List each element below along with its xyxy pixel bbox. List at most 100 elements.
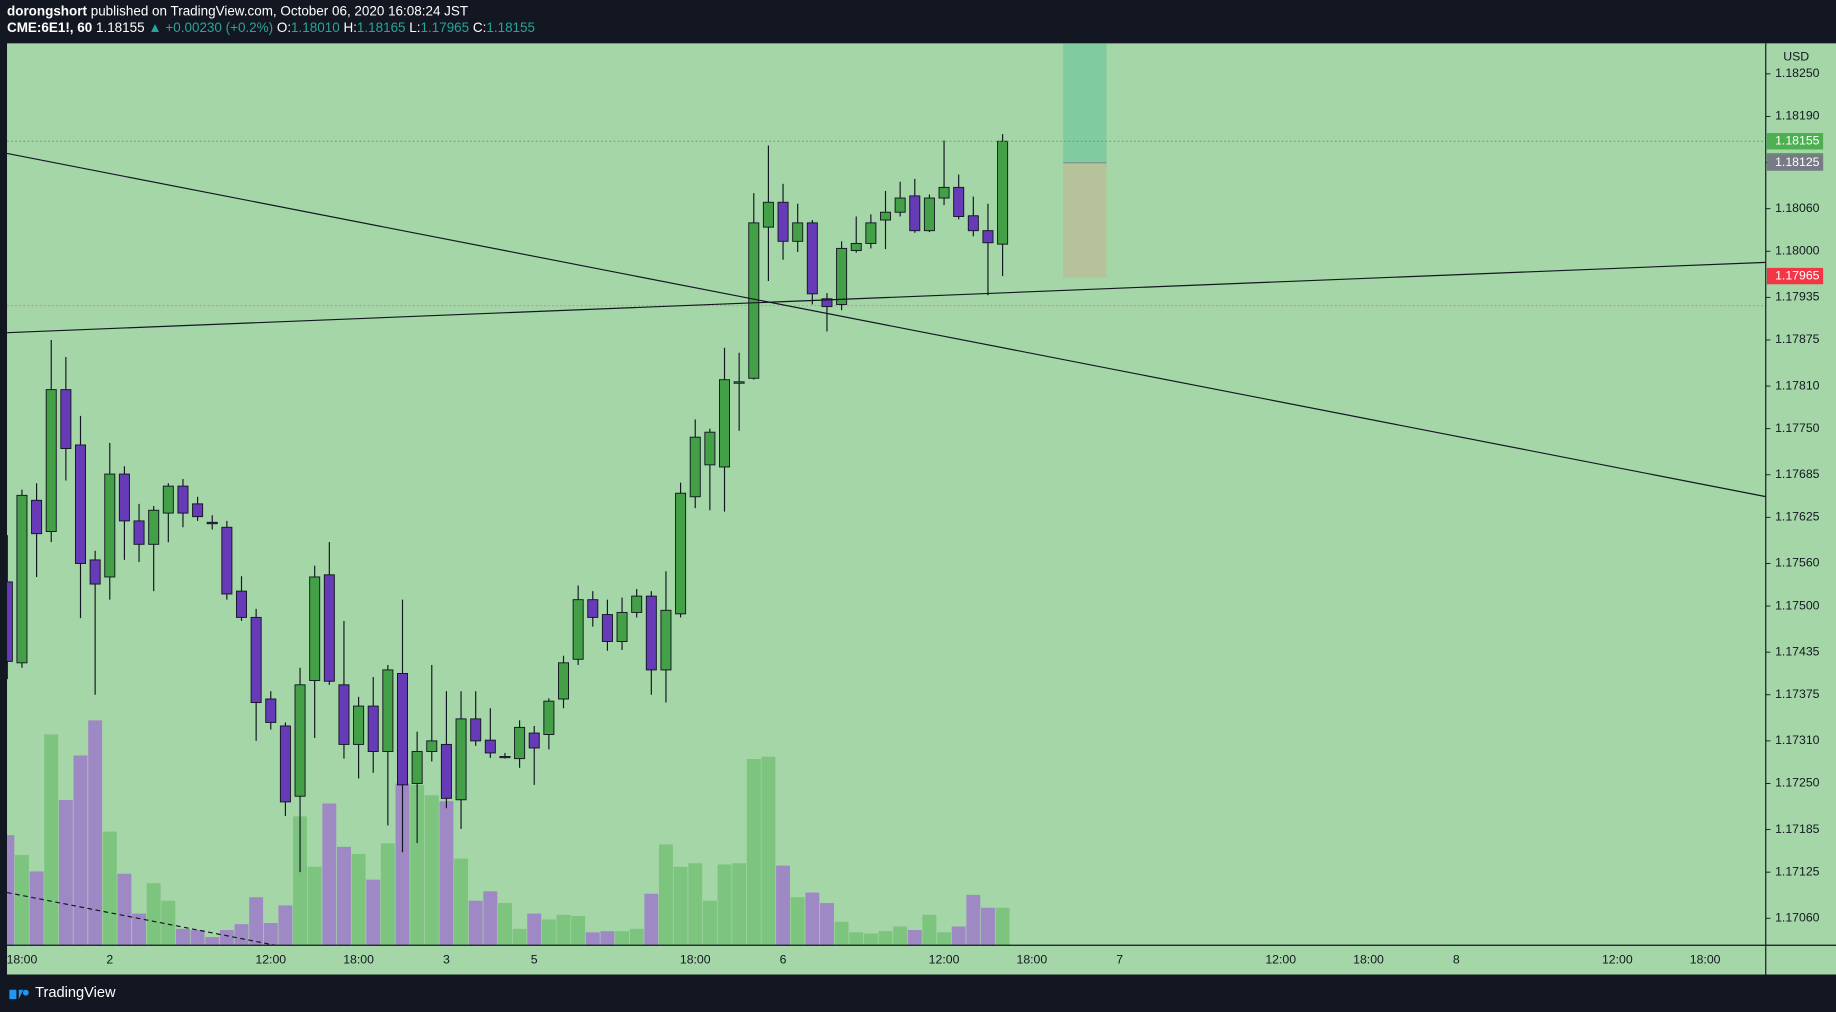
- plot: [7, 43, 1766, 946]
- y-tick-label: 1.17185: [1775, 822, 1820, 836]
- candle-body: [440, 743, 452, 799]
- candle-body: [719, 379, 731, 468]
- y-tick-label: 1.17310: [1775, 733, 1820, 747]
- volume-bar: [629, 928, 644, 946]
- x-tick-label: 18:00: [1017, 953, 1048, 967]
- candle-body: [558, 662, 570, 700]
- volume-bar: [644, 893, 659, 946]
- volume-bar: [658, 844, 673, 946]
- volume-bar: [468, 900, 483, 946]
- x-tick-label: 12:00: [255, 953, 286, 967]
- candle-body: [850, 242, 862, 252]
- candle-body: [206, 521, 218, 525]
- candle-body: [675, 492, 687, 615]
- volume-bar: [673, 866, 688, 946]
- volume-bar: [146, 883, 161, 946]
- volume-bar: [688, 863, 703, 946]
- candle-body: [148, 509, 160, 545]
- volume-bar: [249, 897, 264, 946]
- volume-bar: [819, 903, 834, 946]
- candle-body: [572, 599, 584, 660]
- candle-body: [909, 195, 921, 232]
- candle-body: [309, 576, 321, 682]
- candle-body: [250, 616, 262, 704]
- candle-body: [616, 611, 628, 642]
- volume-bar: [849, 932, 864, 946]
- h-label: H:: [343, 20, 356, 35]
- candle-body: [411, 751, 423, 784]
- candle-body: [367, 705, 379, 752]
- volume-bar: [863, 933, 878, 946]
- volume-bar: [454, 858, 469, 946]
- y-tick-label: 1.17560: [1775, 556, 1820, 570]
- candle-body: [455, 718, 467, 801]
- candle-body: [821, 298, 833, 308]
- volume-bar: [585, 932, 600, 946]
- candle-body: [279, 725, 291, 803]
- volume-bar: [732, 863, 747, 946]
- volume-bar: [512, 928, 527, 946]
- candle-body: [499, 756, 511, 759]
- price-marker: [1766, 267, 1824, 285]
- close: 1.18155: [486, 20, 535, 35]
- symbol-line: CME:6E1!, 60 1.18155 ▲ +0.00230 (+0.2%) …: [7, 20, 535, 35]
- candle-body: [470, 718, 482, 742]
- x-tick-label: 5: [531, 953, 538, 967]
- volume-bar: [117, 873, 132, 946]
- axes: 1.18250 1.18190 1.18125 1.18060 1.18000 1.179…: [7, 66, 1824, 967]
- volume-bar: [14, 855, 29, 946]
- candle-body: [396, 672, 409, 786]
- price-marker-label: 1.18125: [1775, 155, 1820, 169]
- volume-bar: [263, 922, 278, 946]
- y-tick-label: 1.17810: [1775, 378, 1820, 392]
- y-tick-label: 1.18000: [1775, 243, 1820, 257]
- price-marker: [1766, 154, 1824, 171]
- trend-line: [7, 891, 276, 946]
- c-label: C:: [473, 20, 486, 35]
- candle-body: [836, 247, 848, 305]
- candle-body: [982, 230, 994, 244]
- y-tick-label: 1.18060: [1775, 201, 1820, 215]
- volume-bar: [834, 921, 849, 946]
- volume-bar: [556, 914, 571, 946]
- candle-body: [953, 186, 965, 217]
- candle-body: [865, 222, 877, 244]
- volume-bar: [88, 720, 103, 946]
- y-tick-label: 1.17125: [1775, 864, 1820, 878]
- candle-body: [792, 222, 804, 242]
- x-tick-label: 8: [1453, 953, 1460, 967]
- candle-body: [162, 485, 174, 514]
- last-price: 1.18155: [96, 20, 145, 35]
- position-target: [1063, 43, 1107, 163]
- volume-bar: [380, 843, 395, 946]
- y-tick-label: 1.17875: [1775, 332, 1820, 346]
- price-marker-label: 1.18155: [1775, 134, 1820, 148]
- x-tick-label: 6: [780, 953, 787, 967]
- candle-body: [7, 581, 13, 662]
- candle-body: [74, 444, 87, 564]
- volume-bar: [615, 931, 630, 946]
- candle-body: [221, 526, 233, 595]
- candle-body: [16, 494, 28, 664]
- volume-bar: [776, 865, 791, 946]
- volume-bar: [893, 926, 908, 946]
- volume-bar: [161, 900, 176, 946]
- high: 1.18165: [357, 20, 406, 35]
- x-tick-label: 18:00: [1690, 953, 1721, 967]
- candle-body: [938, 186, 950, 199]
- position-stop: [1063, 162, 1107, 278]
- candle-body: [323, 574, 335, 682]
- y-tick-label: 1.17625: [1775, 510, 1820, 524]
- candle-body: [704, 431, 716, 466]
- volume-bar: [7, 835, 15, 946]
- candle-body: [806, 222, 818, 295]
- volume-bar: [336, 846, 351, 946]
- volume-bar: [702, 900, 717, 946]
- candle-body: [894, 197, 906, 213]
- volume-bar: [980, 907, 995, 946]
- volume-bar: [966, 894, 981, 946]
- symbol: CME:6E1!, 60: [7, 20, 92, 35]
- candle-body: [967, 215, 979, 232]
- x-tick-label: 12:00: [1602, 953, 1633, 967]
